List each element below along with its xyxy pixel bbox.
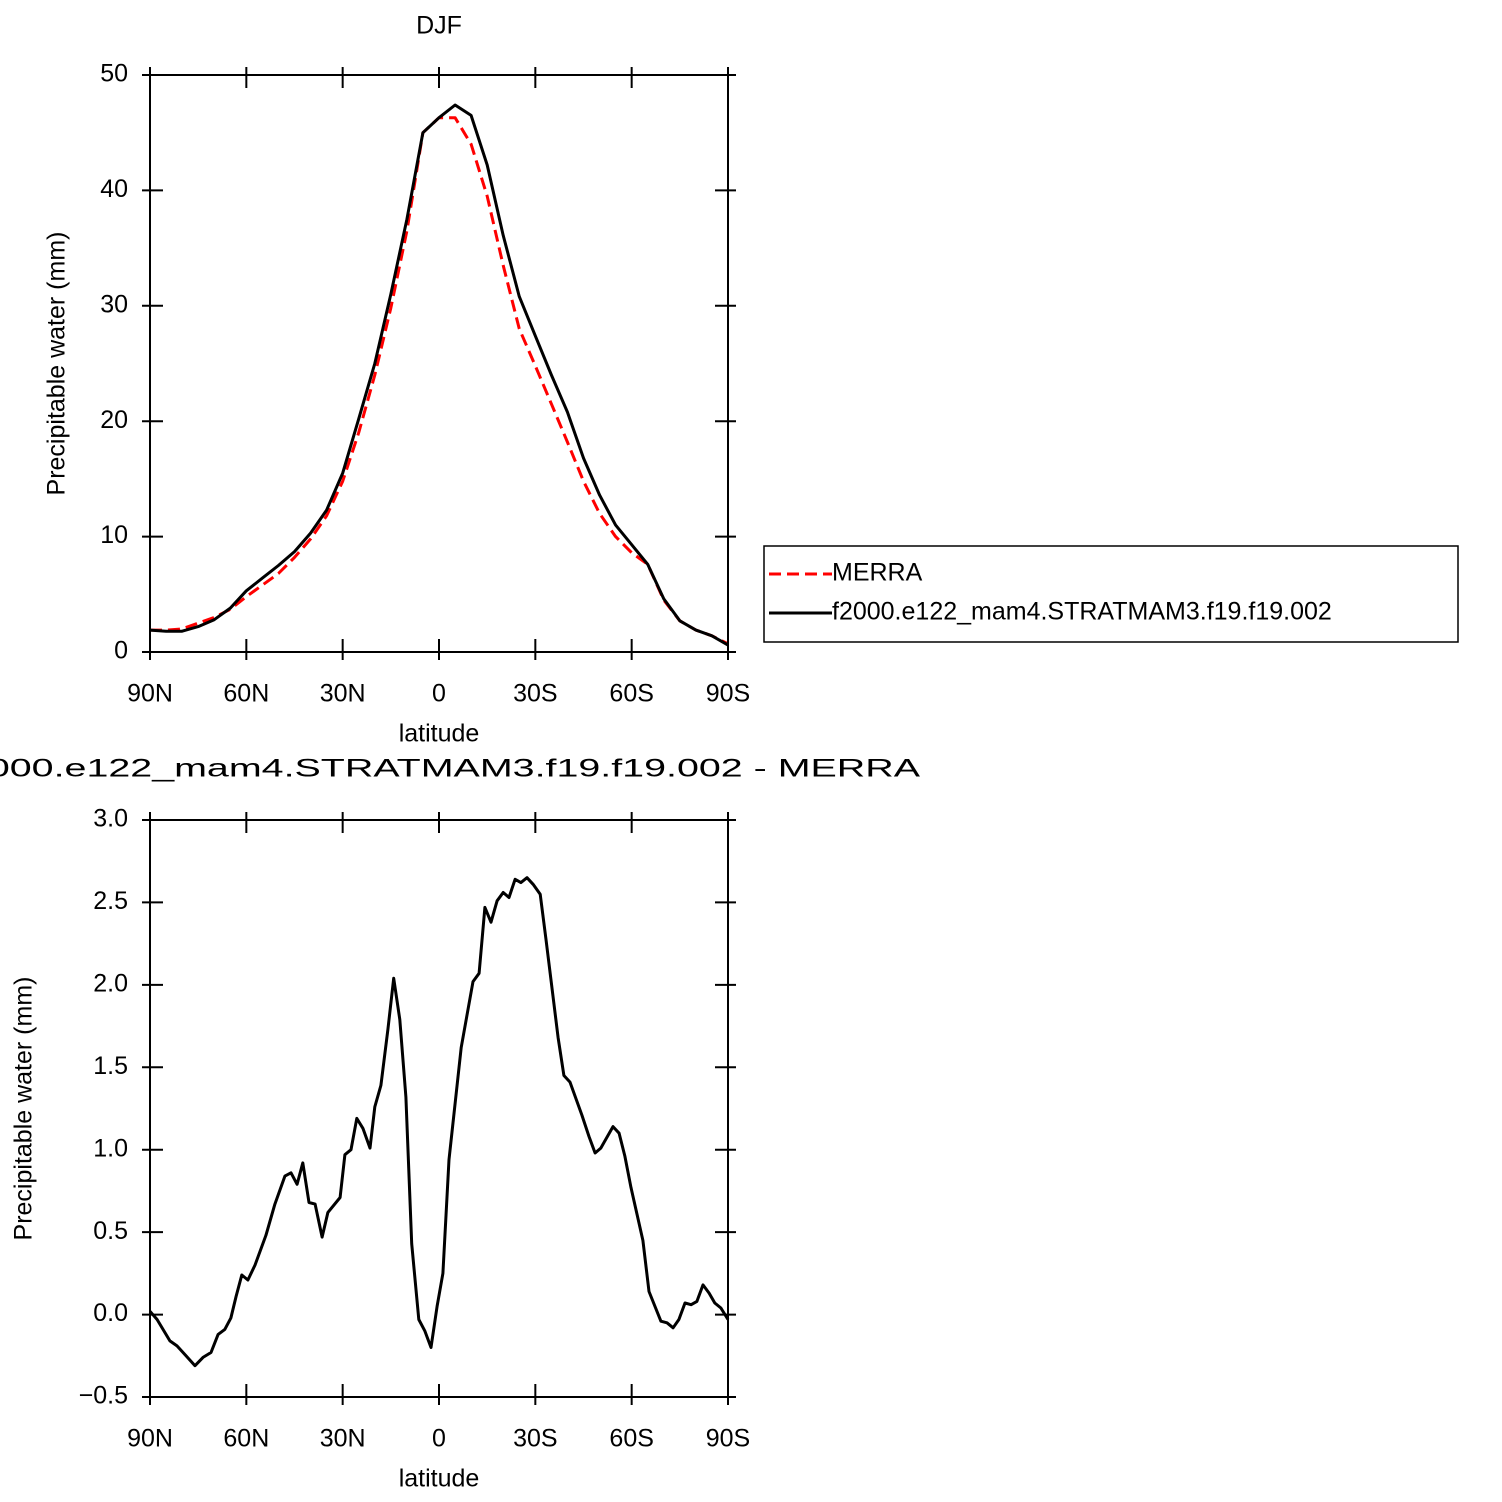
legend-box <box>763 545 1459 643</box>
x-axis-label: latitude <box>399 1465 480 1493</box>
y-tick-label: 1.0 <box>93 1134 128 1162</box>
y-tick-label: 0.0 <box>93 1299 128 1327</box>
y-tick-label: 3.0 <box>93 805 128 833</box>
x-tick-label: 30N <box>320 680 366 708</box>
x-tick-label: 60N <box>223 680 269 708</box>
x-tick-label: 0 <box>432 680 446 708</box>
x-tick-label: 60S <box>609 680 653 708</box>
y-tick-label: −0.5 <box>79 1382 128 1410</box>
data-line <box>150 116 729 646</box>
x-tick-label: 30S <box>513 680 557 708</box>
y-tick-label: 40 <box>100 175 128 203</box>
data-line <box>148 876 730 1368</box>
x-tick-label: 30S <box>513 1425 557 1453</box>
legend-label: MERRA <box>832 559 923 587</box>
legend-label: f2000.e122_mam4.STRATMAM3.f19.f19.002 <box>832 598 1332 626</box>
x-tick-label: 90N <box>127 680 173 708</box>
data-line <box>149 103 729 647</box>
x-tick-label: 30N <box>320 1425 366 1453</box>
x-tick-label: 90S <box>706 680 750 708</box>
x-tick-label: 0 <box>432 1425 446 1453</box>
y-tick-label: 2.5 <box>93 887 128 915</box>
y-axis-label: Precipitable water (mm) <box>10 977 38 1241</box>
plot-frame <box>149 819 729 1398</box>
x-axis-label: latitude <box>399 720 480 748</box>
y-tick-label: 0 <box>114 637 128 665</box>
x-tick-label: 90N <box>127 1425 173 1453</box>
y-tick-label: 50 <box>100 60 128 88</box>
y-tick-label: 20 <box>100 406 128 434</box>
x-tick-label: 90S <box>706 1425 750 1453</box>
chart-title: DJF <box>416 12 462 40</box>
y-tick-label: 10 <box>100 521 128 549</box>
x-tick-label: 60N <box>223 1425 269 1453</box>
plot-frame <box>149 74 729 653</box>
x-tick-label: 60S <box>609 1425 653 1453</box>
y-tick-label: 0.5 <box>93 1217 128 1245</box>
y-tick-label: 1.5 <box>93 1052 128 1080</box>
chart-title: f2000.e122_mam4.STRATMAM3.f19.f19.002 - … <box>0 755 921 783</box>
y-tick-label: 30 <box>100 290 128 318</box>
y-axis-label: Precipitable water (mm) <box>43 232 71 496</box>
y-tick-label: 2.0 <box>93 969 128 997</box>
